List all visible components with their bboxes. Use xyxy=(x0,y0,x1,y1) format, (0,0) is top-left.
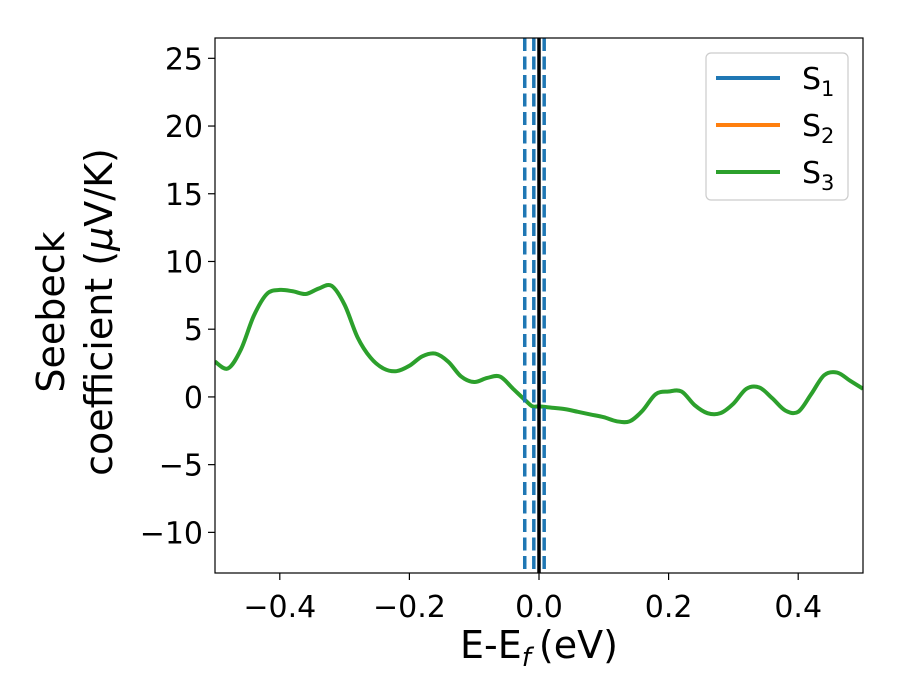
legend: S1 S2 S3 xyxy=(705,52,849,201)
y-tick-label: −10 xyxy=(140,516,203,551)
legend-label-s3: S3 xyxy=(802,156,834,195)
y-axis-label-line2: coefficient (μV/K) xyxy=(77,148,121,476)
x-tick-label: 0.2 xyxy=(645,590,693,625)
legend-label-s2: S2 xyxy=(802,109,834,148)
x-tick-label: 0.0 xyxy=(515,590,563,625)
y-tick-label: 0 xyxy=(184,381,203,416)
x-tick-label: 0.4 xyxy=(774,590,822,625)
y-tick-label: 25 xyxy=(165,42,203,77)
x-axis-label: E-Ef (eV) xyxy=(460,623,618,673)
y-tick-label: 20 xyxy=(165,110,203,145)
y-tick-label: 10 xyxy=(165,245,203,280)
plot-area xyxy=(215,38,863,573)
y-axis-label-line1: Seebeck xyxy=(29,231,73,392)
legend-label-s1: S1 xyxy=(802,62,834,101)
y-tick-label: 5 xyxy=(184,313,203,348)
x-tick-label: −0.4 xyxy=(243,590,316,625)
x-axis: −0.4 −0.2 0.0 0.2 0.4 xyxy=(243,573,822,625)
y-axis-label: Seebeck coefficient (μV/K) xyxy=(29,148,121,476)
x-tick-label: −0.2 xyxy=(373,590,446,625)
y-tick-label: 15 xyxy=(165,178,203,213)
y-tick-label: −5 xyxy=(159,449,203,484)
y-axis: −10 −5 0 5 10 15 20 25 xyxy=(140,42,215,551)
series-line-s3 xyxy=(215,282,863,425)
